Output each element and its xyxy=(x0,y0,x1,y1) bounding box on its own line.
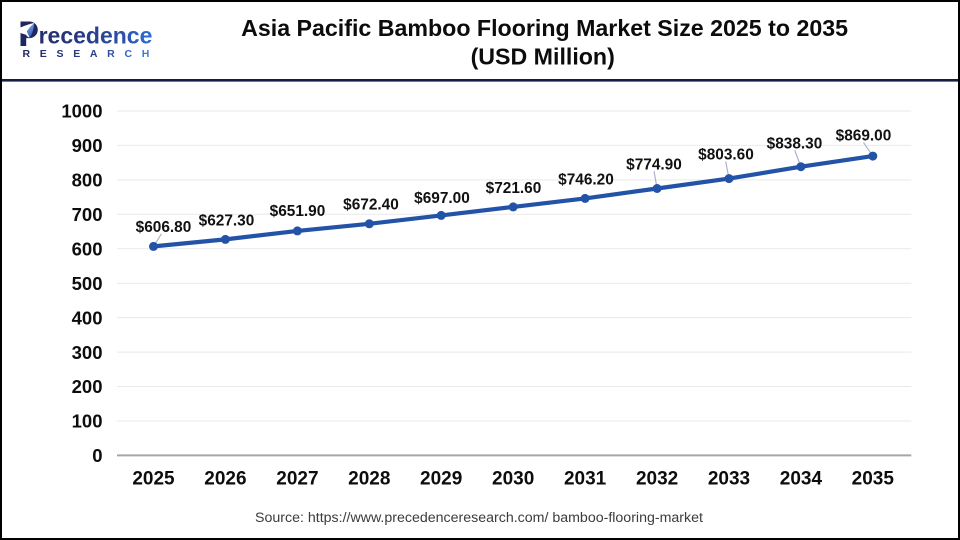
svg-text:100: 100 xyxy=(72,411,103,432)
svg-text:$721.60: $721.60 xyxy=(486,180,542,197)
svg-text:300: 300 xyxy=(72,342,103,363)
svg-text:2026: 2026 xyxy=(204,469,246,490)
svg-text:0: 0 xyxy=(92,445,102,466)
svg-text:2027: 2027 xyxy=(276,469,318,490)
svg-text:2031: 2031 xyxy=(564,469,607,490)
svg-text:2025: 2025 xyxy=(132,469,175,490)
svg-text:500: 500 xyxy=(72,273,103,294)
svg-text:200: 200 xyxy=(72,376,103,397)
svg-text:2033: 2033 xyxy=(708,469,750,490)
svg-text:2034: 2034 xyxy=(780,469,823,490)
svg-text:1000: 1000 xyxy=(61,101,102,122)
svg-text:$697.00: $697.00 xyxy=(414,190,470,207)
svg-text:2029: 2029 xyxy=(420,469,462,490)
svg-text:2032: 2032 xyxy=(636,469,678,490)
svg-text:$838.30: $838.30 xyxy=(767,136,823,153)
svg-text:Source: https://www.precedence: Source: https://www.precedenceresearch.c… xyxy=(255,510,703,526)
svg-text:800: 800 xyxy=(72,170,103,191)
svg-text:400: 400 xyxy=(72,307,103,328)
svg-text:$606.80: $606.80 xyxy=(136,219,192,236)
svg-text:2030: 2030 xyxy=(492,469,534,490)
svg-text:700: 700 xyxy=(72,204,103,225)
svg-text:2035: 2035 xyxy=(852,469,895,490)
svg-text:(USD Million): (USD Million) xyxy=(471,44,615,70)
svg-text:recedence: recedence xyxy=(39,22,153,48)
svg-text:600: 600 xyxy=(72,239,103,260)
svg-text:Asia Pacific Bamboo Flooring M: Asia Pacific Bamboo Flooring Market Size… xyxy=(241,15,848,41)
svg-text:$651.90: $651.90 xyxy=(270,203,326,220)
svg-text:$627.30: $627.30 xyxy=(199,213,255,230)
svg-text:$774.90: $774.90 xyxy=(626,156,682,173)
svg-text:$869.00: $869.00 xyxy=(836,128,892,145)
svg-text:RESEARCH: RESEARCH xyxy=(23,48,160,60)
svg-text:$746.20: $746.20 xyxy=(558,172,614,189)
svg-text:$803.60: $803.60 xyxy=(698,147,754,164)
svg-text:2028: 2028 xyxy=(348,469,390,490)
svg-text:900: 900 xyxy=(72,135,103,156)
svg-text:$672.40: $672.40 xyxy=(343,196,399,213)
